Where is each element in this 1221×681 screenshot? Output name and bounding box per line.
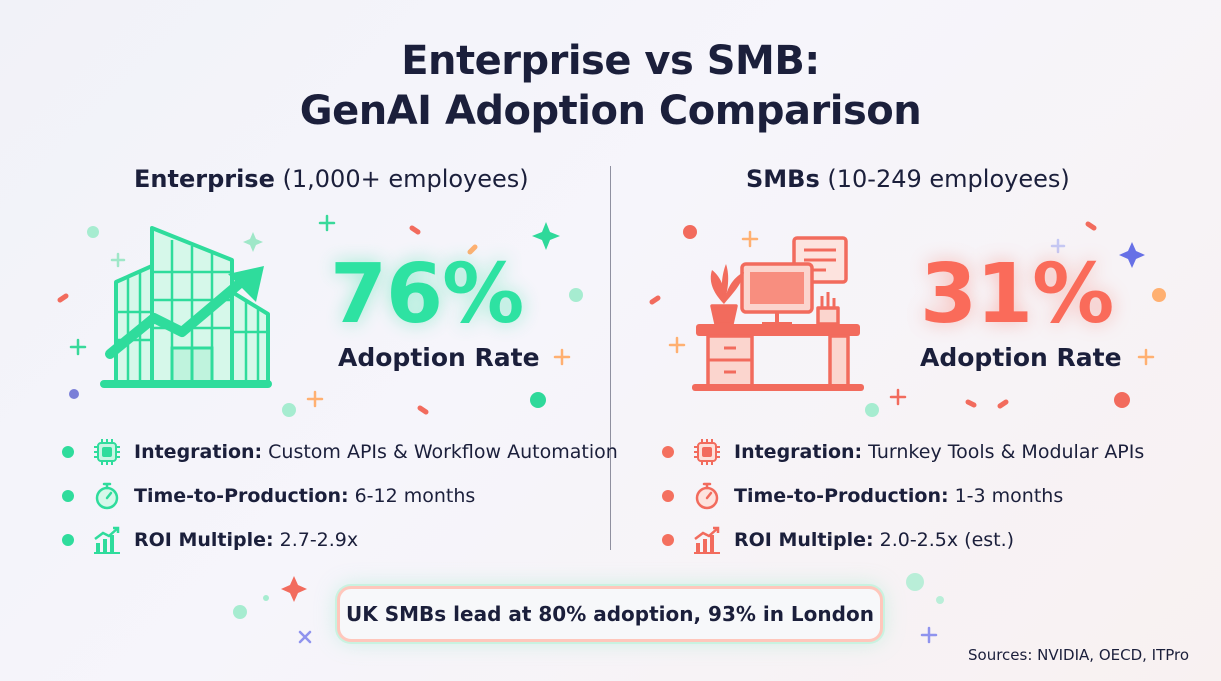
bullet-value: Custom APIs & Workflow Automation [268, 441, 618, 463]
bullet-value: Turnkey Tools & Modular APIs [868, 441, 1145, 463]
stopwatch-icon [95, 482, 119, 510]
enterprise-bullet-list: Integration: Custom APIs & Workflow Auto… [62, 430, 618, 562]
bullet-dot [662, 534, 674, 546]
chip-icon [694, 439, 720, 465]
enterprise-heading: Enterprise (1,000+ employees) [134, 162, 529, 196]
list-item: Integration: Turnkey Tools & Modular API… [662, 430, 1144, 474]
bullet-dot [62, 490, 74, 502]
list-item: ROI Multiple: 2.0-2.5x (est.) [662, 518, 1144, 562]
page-title: Enterprise vs SMB: GenAI Adoption Compar… [0, 36, 1221, 136]
bullet-dot [62, 534, 74, 546]
list-item: Integration: Custom APIs & Workflow Auto… [62, 430, 618, 474]
bullet-label: Time-to-Production: [734, 485, 949, 507]
bullet-label: Integration: [734, 441, 863, 463]
list-item: ROI Multiple: 2.7-2.9x [62, 518, 618, 562]
bullet-value: 2.0-2.5x (est.) [879, 529, 1015, 551]
bullet-value: 1-3 months [954, 485, 1064, 507]
dash-decoration [57, 221, 1097, 415]
title-line-2: GenAI Adoption Comparison [299, 88, 922, 134]
enterprise-heading-bold: Enterprise [134, 165, 275, 193]
enterprise-heading-rest: (1,000+ employees) [282, 165, 529, 193]
chip-icon [94, 439, 120, 465]
bullet-value: 2.7-2.9x [279, 529, 359, 551]
growth-chart-icon [694, 526, 720, 554]
bullet-value: 6-12 months [354, 485, 476, 507]
bullet-label: Time-to-Production: [134, 485, 349, 507]
bullet-dot [62, 446, 74, 458]
smb-heading: SMBs (10-249 employees) [746, 162, 1070, 196]
stopwatch-icon [695, 482, 719, 510]
highlight-banner: UK SMBs lead at 80% adoption, 93% in Lon… [337, 586, 883, 642]
list-item: Time-to-Production: 6-12 months [62, 474, 618, 518]
smb-adoption-rate: 31% [920, 247, 1114, 342]
bullet-label: Integration: [134, 441, 263, 463]
bullet-dot [662, 490, 674, 502]
bullet-label: ROI Multiple: [134, 529, 274, 551]
list-item: Time-to-Production: 1-3 months [662, 474, 1144, 518]
enterprise-adoption-rate: 76% [330, 247, 524, 342]
smb-bullet-list: Integration: Turnkey Tools & Modular API… [662, 430, 1144, 562]
enterprise-rate-label: Adoption Rate [338, 343, 540, 372]
office-desk-icon [692, 236, 864, 391]
smb-rate-label: Adoption Rate [920, 343, 1122, 372]
dots-decoration [69, 225, 1166, 619]
smb-heading-rest: (10-249 employees) [827, 165, 1070, 193]
growth-chart-icon [94, 526, 120, 554]
office-building-icon [100, 226, 272, 388]
bullet-dot [662, 446, 674, 458]
column-divider [610, 166, 611, 550]
sparkle-icon [69, 214, 1155, 644]
title-line-1: Enterprise vs SMB: [401, 38, 820, 84]
star-icon [243, 222, 1145, 602]
sources-note: Sources: NVIDIA, OECD, ITPro [968, 646, 1190, 664]
smb-heading-bold: SMBs [746, 165, 820, 193]
bullet-label: ROI Multiple: [734, 529, 874, 551]
